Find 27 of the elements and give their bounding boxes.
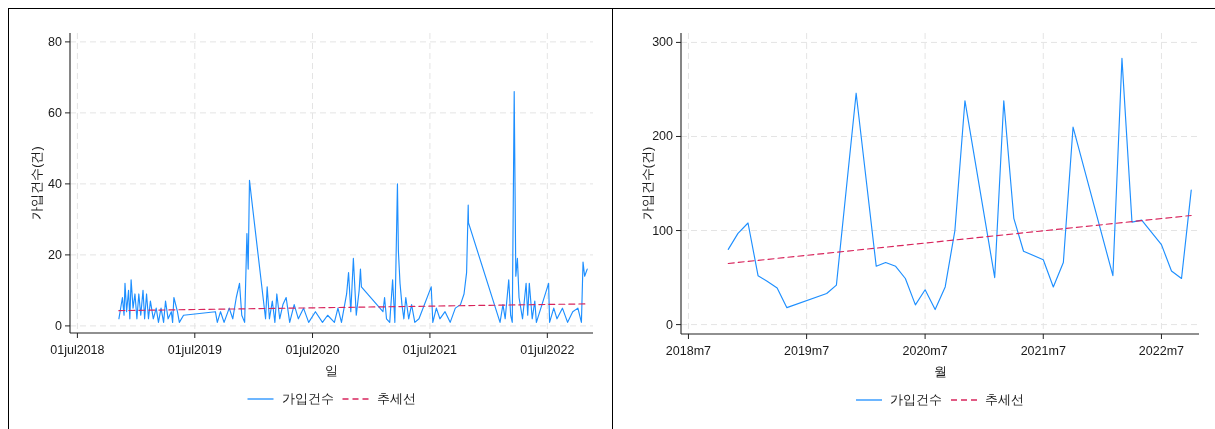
- legend-label: 추세선: [376, 392, 416, 406]
- x-tick-label: 01jul2021: [402, 343, 458, 357]
- y-tick-label: 40: [48, 176, 63, 191]
- y-tick-label: 0: [666, 317, 674, 332]
- x-tick-label: 01jul2018: [50, 343, 105, 357]
- legend-label: 가입건수: [281, 392, 334, 406]
- x-tick-label: 2021m7: [1020, 344, 1066, 358]
- x-tick-label: 01jul2022: [520, 343, 575, 357]
- y-axis-title: 가입건수(건): [30, 146, 44, 220]
- x-tick-label: 01jul2019: [167, 343, 222, 357]
- y-tick-label: 0: [55, 318, 63, 333]
- y-tick-label: 300: [652, 35, 674, 50]
- x-axis-title: 일: [325, 364, 338, 378]
- x-axis-title: 월: [933, 365, 947, 379]
- x-tick-label: 2020m7: [902, 344, 948, 358]
- legend-label: 추세선: [985, 393, 1024, 407]
- x-tick-label: 2019m7: [784, 344, 830, 358]
- y-tick-label: 200: [652, 129, 674, 144]
- y-tick-label: 100: [652, 223, 674, 238]
- x-tick-label: 2018m7: [665, 344, 712, 358]
- y-tick-label: 60: [48, 105, 63, 120]
- y-tick-label: 80: [48, 34, 63, 49]
- y-axis-title: 가입건수(건): [641, 146, 655, 221]
- legend-label: 가입건수: [890, 393, 942, 407]
- x-tick-label: 2022m7: [1138, 344, 1185, 358]
- x-tick-label: 01jul2020: [285, 343, 340, 357]
- y-tick-label: 20: [48, 247, 63, 262]
